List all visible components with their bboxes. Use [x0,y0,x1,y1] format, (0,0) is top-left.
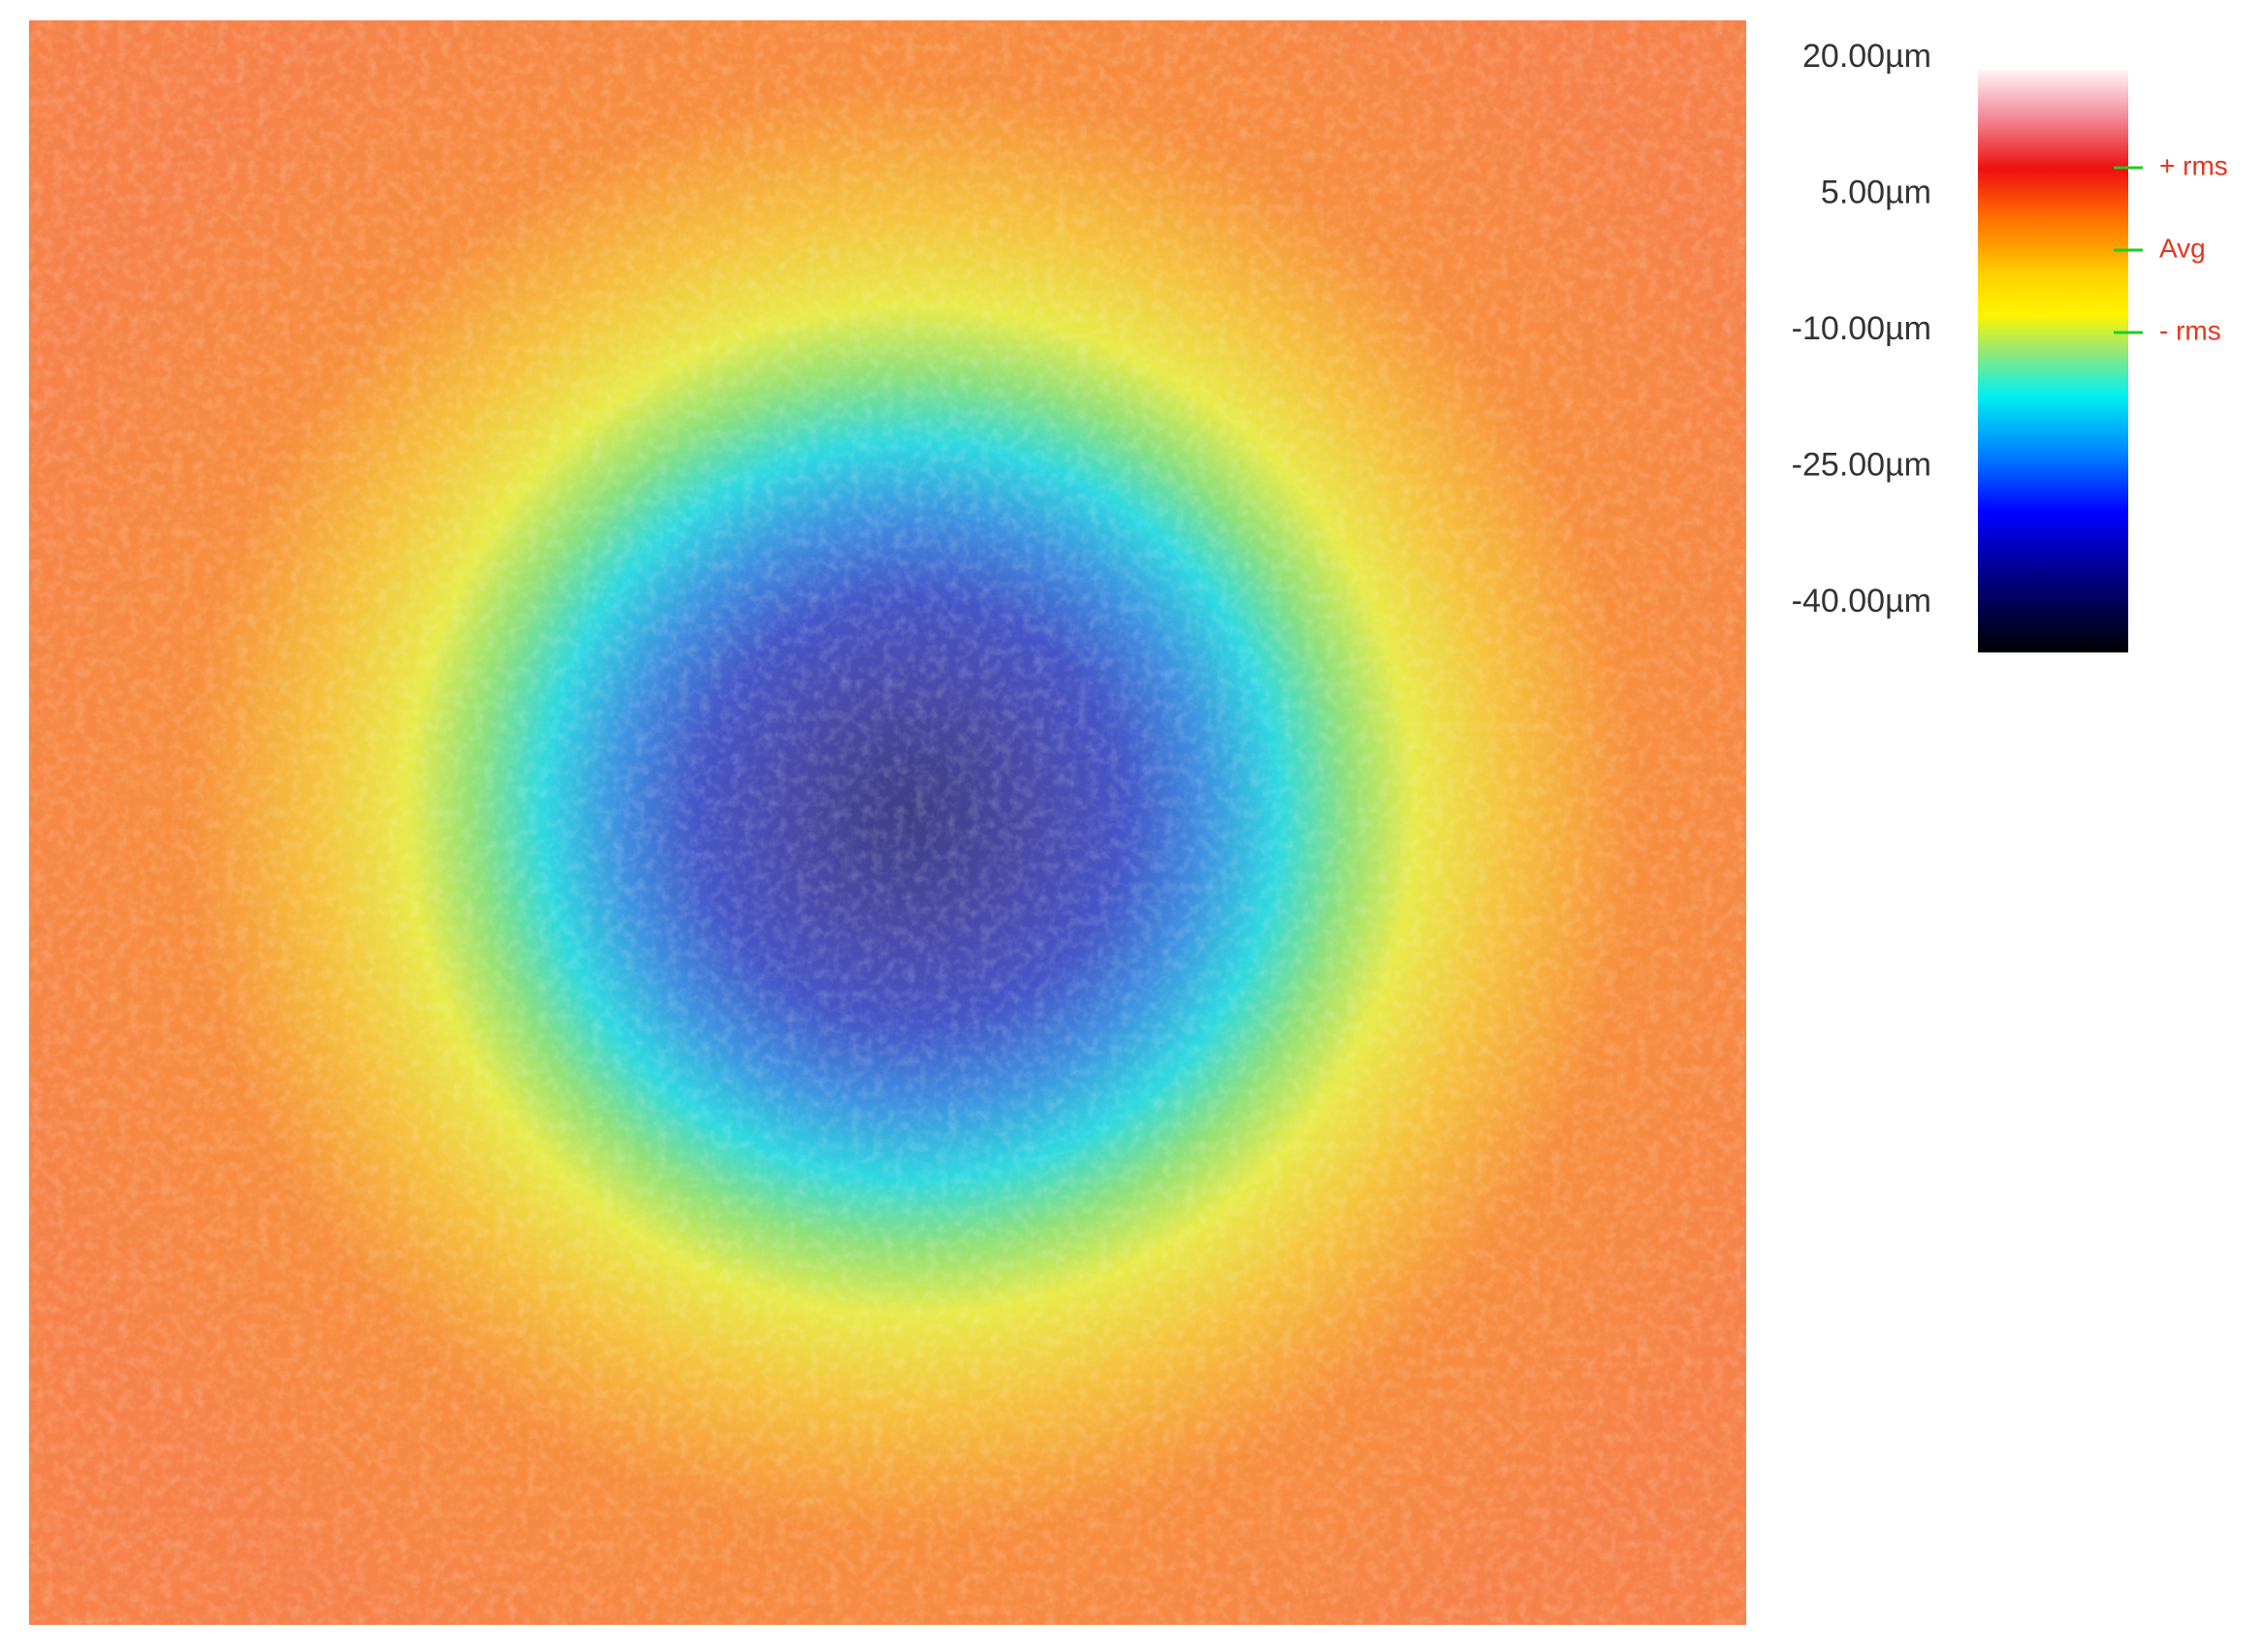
surface-texture [29,20,1746,1625]
scale-label: 20.00µm [1802,38,1931,75]
scale-labels: 20.00µm 5.00µm -10.00µm -25.00µm -40.00µm [1792,38,1931,620]
scale-label: 5.00µm [1821,174,1931,210]
scale-label: -25.00µm [1792,446,1931,483]
marker-label: - rms [2159,315,2221,345]
scale-label: -40.00µm [1792,583,1931,620]
marker-label: + rms [2159,150,2228,180]
marker-label: Avg [2159,233,2206,263]
color-scale [1978,70,2128,652]
scale-markers: + rms Avg - rms [2114,150,2228,345]
scale-label: -10.00µm [1792,310,1931,347]
